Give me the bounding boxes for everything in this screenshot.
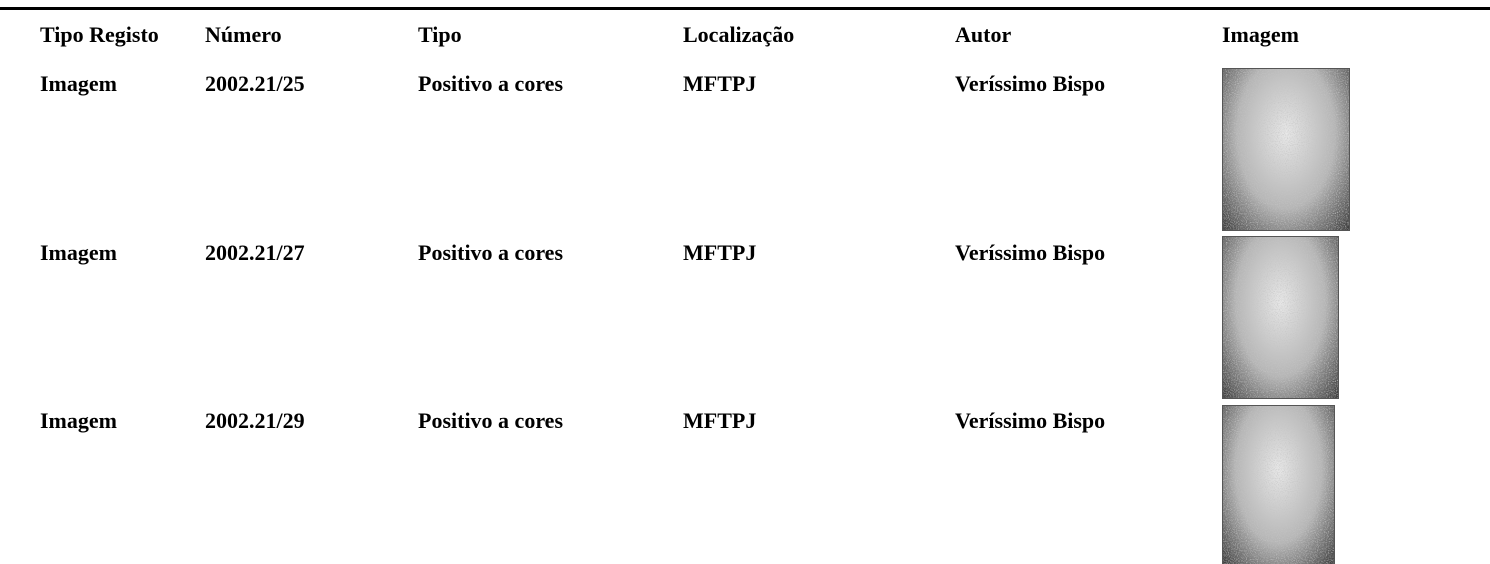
table-cell: Veríssimo Bispo [955, 408, 1106, 433]
table-cell: 2002.21/29 [205, 408, 305, 433]
image-texture [1223, 406, 1334, 564]
table-cell: MFTPJ [683, 240, 757, 265]
table-cell: 2002.21/27 [205, 240, 305, 265]
image-thumbnail [1222, 405, 1335, 564]
image-thumbnail [1222, 68, 1350, 231]
table-cell: Imagem [40, 408, 117, 433]
table-cell: MFTPJ [683, 408, 757, 433]
image-texture [1223, 237, 1338, 398]
table-cell: MFTPJ [683, 71, 757, 96]
image-grain [1223, 69, 1349, 230]
image-thumbnail [1222, 236, 1339, 399]
image-grain [1223, 237, 1338, 398]
table-cell: Imagem [40, 71, 117, 96]
column-header: Número [205, 22, 282, 47]
column-header: Autor [955, 22, 1012, 47]
table-cell: 2002.21/25 [205, 71, 305, 96]
table-cell: Positivo a cores [418, 240, 564, 265]
table-cell: Veríssimo Bispo [955, 71, 1106, 96]
column-header: Imagem [1222, 22, 1299, 47]
image-grain [1223, 406, 1334, 564]
column-header: Tipo Registo [40, 22, 159, 47]
column-header: Localização [683, 22, 795, 47]
image-texture [1223, 69, 1349, 230]
top-rule [0, 7, 1490, 10]
column-header: Tipo [418, 22, 462, 47]
table-cell: Positivo a cores [418, 71, 564, 96]
table-cell: Positivo a cores [418, 408, 564, 433]
table-cell: Veríssimo Bispo [955, 240, 1106, 265]
table-cell: Imagem [40, 240, 117, 265]
